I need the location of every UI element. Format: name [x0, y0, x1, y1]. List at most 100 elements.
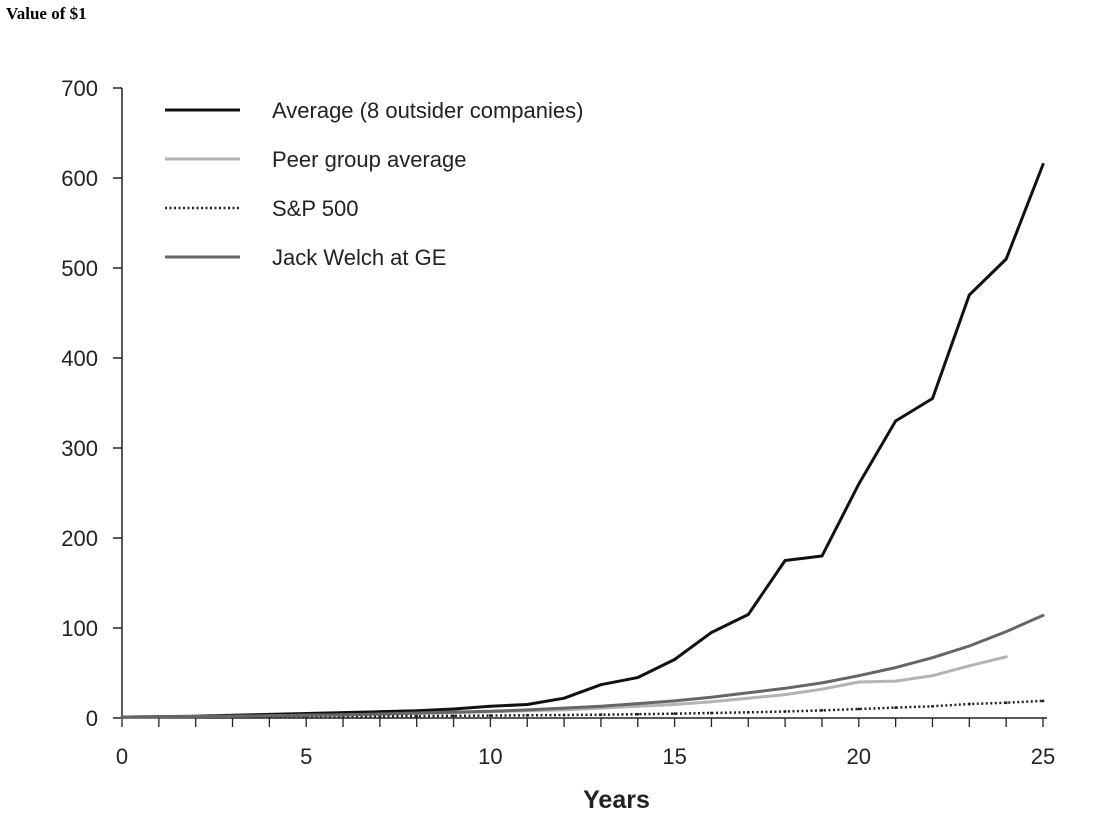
data-point: [378, 712, 382, 716]
data-point: [525, 713, 529, 717]
data-point: [783, 693, 787, 696]
y-tick-label: 200: [61, 526, 98, 551]
data-point: [894, 679, 898, 683]
x-tick-label: 20: [847, 744, 871, 769]
data-point: [231, 714, 234, 718]
data-point: [857, 482, 861, 486]
data-point: [415, 711, 419, 715]
data-point: [673, 658, 676, 661]
data-point: [636, 702, 640, 705]
x-tick-label: 0: [116, 744, 128, 769]
data-point: [746, 691, 750, 695]
data-point: [452, 707, 455, 711]
data-point: [931, 704, 934, 708]
chart-title: Value of $1: [6, 4, 87, 23]
data-point: [489, 704, 492, 708]
axes: 0 100 200 300 400 500 600 700 0 5 10 15 20 25 Years: [61, 76, 1055, 814]
data-point: [931, 656, 934, 660]
data-point: [267, 714, 271, 718]
data-point: [1004, 630, 1008, 633]
legend: Average (8 outsider companies) Peer group…: [165, 98, 583, 270]
data-point: [820, 708, 824, 712]
data-point: [489, 709, 492, 713]
data-point: [783, 559, 787, 562]
y-tick-label: 100: [61, 616, 98, 641]
data-point: [673, 712, 676, 716]
data-point: [378, 714, 382, 718]
data-point: [857, 707, 861, 711]
data-point: [894, 666, 898, 669]
legend-label: Jack Welch at GE: [272, 245, 446, 270]
data-point: [452, 714, 455, 718]
data-point: [525, 703, 529, 706]
series-line: [120, 613, 1045, 719]
x-tick-label: 10: [478, 744, 502, 769]
data-point: [1041, 699, 1045, 703]
data-point: [1041, 163, 1045, 166]
data-point: [525, 708, 529, 712]
data-point: [599, 704, 603, 708]
data-point: [194, 715, 198, 718]
data-point: [967, 664, 971, 668]
data-point: [673, 699, 676, 703]
data-point: [746, 696, 750, 700]
data-point: [820, 554, 824, 558]
data-point: [783, 686, 787, 690]
data-point: [967, 644, 971, 648]
data-point: [120, 715, 124, 719]
x-axis-label: Years: [583, 786, 650, 814]
data-point: [489, 714, 492, 717]
data-point: [931, 397, 934, 400]
data-point: [341, 711, 345, 714]
data-point: [967, 702, 971, 706]
x-tick-label: 25: [1031, 744, 1055, 769]
data-point: [1041, 614, 1045, 617]
data-point: [783, 710, 787, 713]
data-point: [1004, 257, 1008, 261]
data-point: [562, 713, 566, 717]
data-point: [1004, 655, 1008, 659]
data-point: [710, 631, 713, 634]
data-point: [304, 713, 308, 717]
y-tick-label: 700: [61, 76, 98, 101]
series-lines: [120, 163, 1045, 719]
y-tick-label: 400: [61, 346, 98, 371]
data-point: [746, 710, 750, 714]
data-point: [378, 710, 382, 714]
data-point: [857, 680, 861, 684]
data-point: [599, 683, 603, 687]
data-point: [820, 687, 824, 691]
data-point: [562, 706, 566, 710]
data-point: [452, 710, 455, 714]
data-point: [967, 293, 971, 297]
legend-label: S&P 500: [272, 196, 358, 221]
data-point: [673, 703, 676, 706]
x-tick-label: 5: [300, 744, 312, 769]
data-point: [599, 713, 603, 717]
data-point: [636, 704, 640, 708]
data-point: [710, 711, 713, 715]
legend-label: Average (8 outsider companies): [272, 98, 583, 123]
legend-label: Peer group average: [272, 147, 466, 172]
data-point: [415, 714, 419, 718]
data-point: [1004, 701, 1008, 705]
data-point: [710, 700, 713, 704]
y-tick-label: 500: [61, 256, 98, 281]
data-point: [857, 674, 861, 678]
y-tick-label: 300: [61, 436, 98, 461]
y-tick-label: 600: [61, 166, 98, 191]
data-point: [820, 681, 824, 685]
data-point: [894, 419, 898, 423]
data-point: [562, 696, 566, 700]
data-point: [636, 712, 640, 716]
data-point: [931, 674, 934, 678]
x-tick-label: 15: [662, 744, 686, 769]
y-tick-label: 0: [86, 706, 98, 731]
data-point: [746, 613, 750, 616]
data-point: [341, 713, 345, 717]
data-point: [636, 676, 640, 679]
series-line: [120, 163, 1045, 719]
data-point: [894, 706, 898, 710]
data-point: [710, 695, 713, 699]
